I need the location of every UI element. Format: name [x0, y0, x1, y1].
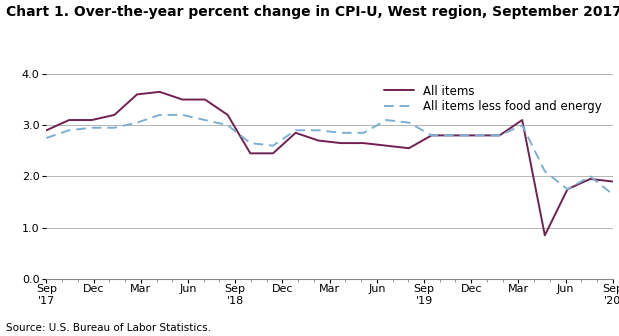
All items less food and energy	[314, 128, 322, 132]
All items	[564, 187, 571, 191]
All items less food and energy	[292, 128, 300, 132]
All items	[586, 177, 594, 181]
All items less food and energy	[541, 169, 548, 173]
All items	[224, 113, 232, 117]
All items	[201, 97, 209, 101]
All items	[66, 118, 73, 122]
Legend: All items, All items less food and energy: All items, All items less food and energ…	[379, 80, 607, 118]
All items	[133, 92, 141, 96]
All items less food and energy	[43, 136, 50, 140]
All items	[360, 141, 367, 145]
All items	[473, 133, 480, 137]
All items less food and energy	[383, 118, 390, 122]
All items	[292, 131, 300, 135]
All items less food and energy	[586, 174, 594, 178]
All items	[383, 144, 390, 148]
All items less food and energy	[564, 187, 571, 191]
All items less food and energy	[428, 133, 435, 137]
All items less food and energy	[156, 113, 163, 117]
All items less food and energy	[179, 113, 186, 117]
All items less food and energy	[133, 121, 141, 125]
All items less food and energy	[66, 128, 73, 132]
All items less food and energy	[473, 133, 480, 137]
All items	[156, 90, 163, 94]
All items less food and energy	[405, 121, 413, 125]
All items less food and energy	[201, 118, 209, 122]
All items less food and energy	[609, 192, 617, 196]
All items less food and energy	[246, 141, 254, 145]
All items	[269, 151, 277, 155]
Line: All items less food and energy: All items less food and energy	[46, 115, 613, 194]
All items	[314, 138, 322, 142]
All items	[451, 133, 458, 137]
All items	[337, 141, 345, 145]
All items less food and energy	[88, 126, 95, 130]
All items	[43, 128, 50, 132]
All items	[541, 233, 548, 237]
All items less food and energy	[111, 126, 118, 130]
Text: Chart 1. Over-the-year percent change in CPI-U, West region, September 2017–Sept: Chart 1. Over-the-year percent change in…	[6, 5, 619, 19]
All items less food and energy	[360, 131, 367, 135]
All items	[609, 179, 617, 183]
All items	[88, 118, 95, 122]
All items	[111, 113, 118, 117]
All items	[246, 151, 254, 155]
All items	[405, 146, 413, 150]
All items less food and energy	[496, 133, 503, 137]
All items	[179, 97, 186, 101]
Text: Source: U.S. Bureau of Labor Statistics.: Source: U.S. Bureau of Labor Statistics.	[6, 323, 211, 333]
All items less food and energy	[451, 133, 458, 137]
All items	[519, 118, 526, 122]
All items less food and energy	[519, 123, 526, 127]
All items less food and energy	[337, 131, 345, 135]
All items less food and energy	[224, 123, 232, 127]
All items	[428, 133, 435, 137]
All items	[496, 133, 503, 137]
All items less food and energy	[269, 144, 277, 148]
Line: All items: All items	[46, 92, 613, 235]
